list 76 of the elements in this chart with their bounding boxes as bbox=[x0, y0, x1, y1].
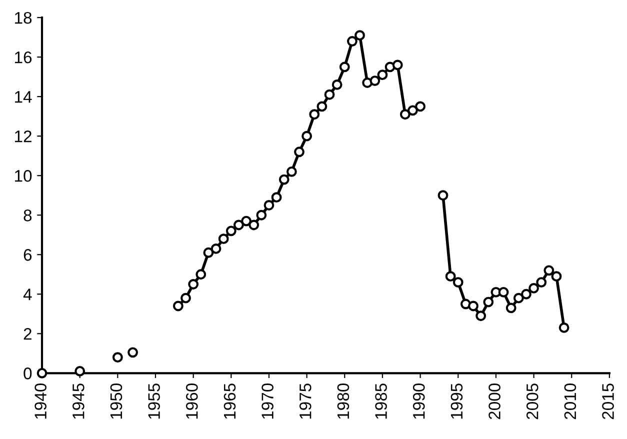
point bbox=[36, 368, 48, 378]
point bbox=[536, 277, 547, 288]
point bbox=[324, 89, 335, 100]
point bbox=[203, 247, 214, 258]
x-tick-label: 2010 bbox=[564, 384, 576, 420]
point bbox=[248, 220, 260, 230]
point bbox=[128, 347, 138, 358]
point bbox=[271, 192, 282, 203]
point bbox=[452, 277, 464, 288]
point bbox=[226, 226, 236, 236]
point bbox=[218, 234, 229, 244]
point bbox=[346, 36, 358, 46]
point bbox=[210, 243, 222, 254]
point bbox=[234, 220, 244, 230]
point bbox=[392, 60, 403, 70]
y-tick-label: 0 bbox=[24, 368, 32, 380]
y-tick-label: 18 bbox=[15, 12, 32, 24]
x-tick-label: 1975 bbox=[299, 384, 312, 419]
x-tick-label: 1995 bbox=[450, 384, 463, 419]
y-tick-label: 10 bbox=[15, 170, 32, 182]
point bbox=[188, 279, 199, 290]
y-tick-label: 12 bbox=[15, 130, 32, 142]
y-tick-label: 8 bbox=[24, 210, 32, 222]
point bbox=[302, 130, 312, 142]
point bbox=[521, 288, 532, 300]
point bbox=[339, 62, 350, 72]
point bbox=[377, 70, 388, 80]
x-tick-label: 1965 bbox=[224, 384, 236, 419]
x-tick-label: 1980 bbox=[337, 384, 350, 419]
point bbox=[112, 352, 123, 363]
x-tick-label: 1950 bbox=[110, 384, 122, 419]
x-tick-label: 2000 bbox=[488, 384, 500, 420]
x-tick-label: 1990 bbox=[412, 384, 425, 419]
point bbox=[445, 271, 456, 282]
point bbox=[196, 269, 206, 280]
point bbox=[316, 101, 328, 112]
point bbox=[172, 300, 184, 312]
y-tick-label: 2 bbox=[24, 328, 32, 340]
point bbox=[498, 286, 509, 298]
x-tick-label: 1945 bbox=[72, 384, 84, 419]
point bbox=[551, 271, 562, 282]
point bbox=[286, 166, 297, 177]
point bbox=[264, 200, 274, 210]
x-tick-label: 1985 bbox=[375, 384, 387, 419]
point bbox=[558, 322, 570, 333]
point bbox=[400, 109, 410, 120]
point bbox=[506, 302, 516, 314]
x-tick-label: 2005 bbox=[526, 384, 538, 420]
point bbox=[370, 76, 380, 86]
point bbox=[354, 30, 365, 41]
y-tick-label: 16 bbox=[15, 51, 32, 64]
y-tick-label: 14 bbox=[15, 91, 32, 103]
x-tick-label: 1970 bbox=[262, 384, 274, 419]
point bbox=[241, 216, 252, 226]
point bbox=[74, 366, 86, 376]
point bbox=[438, 190, 448, 201]
point bbox=[476, 310, 486, 322]
point bbox=[513, 292, 524, 304]
point bbox=[294, 146, 304, 158]
point bbox=[415, 101, 426, 112]
point bbox=[468, 300, 478, 312]
x-tick-label: 1960 bbox=[186, 384, 198, 419]
x-tick-label: 2015 bbox=[602, 384, 614, 420]
point bbox=[256, 210, 267, 220]
point bbox=[408, 105, 418, 116]
point bbox=[528, 282, 539, 294]
y-tick-label: 4 bbox=[23, 288, 32, 300]
x-tick-label: 1940 bbox=[34, 384, 46, 419]
point bbox=[544, 265, 554, 276]
point bbox=[180, 292, 191, 304]
point bbox=[278, 174, 290, 185]
point bbox=[309, 109, 320, 120]
point bbox=[483, 296, 494, 308]
point bbox=[332, 80, 342, 90]
x-tick-label: 1955 bbox=[148, 384, 160, 419]
y-tick-label: 6 bbox=[24, 249, 32, 261]
